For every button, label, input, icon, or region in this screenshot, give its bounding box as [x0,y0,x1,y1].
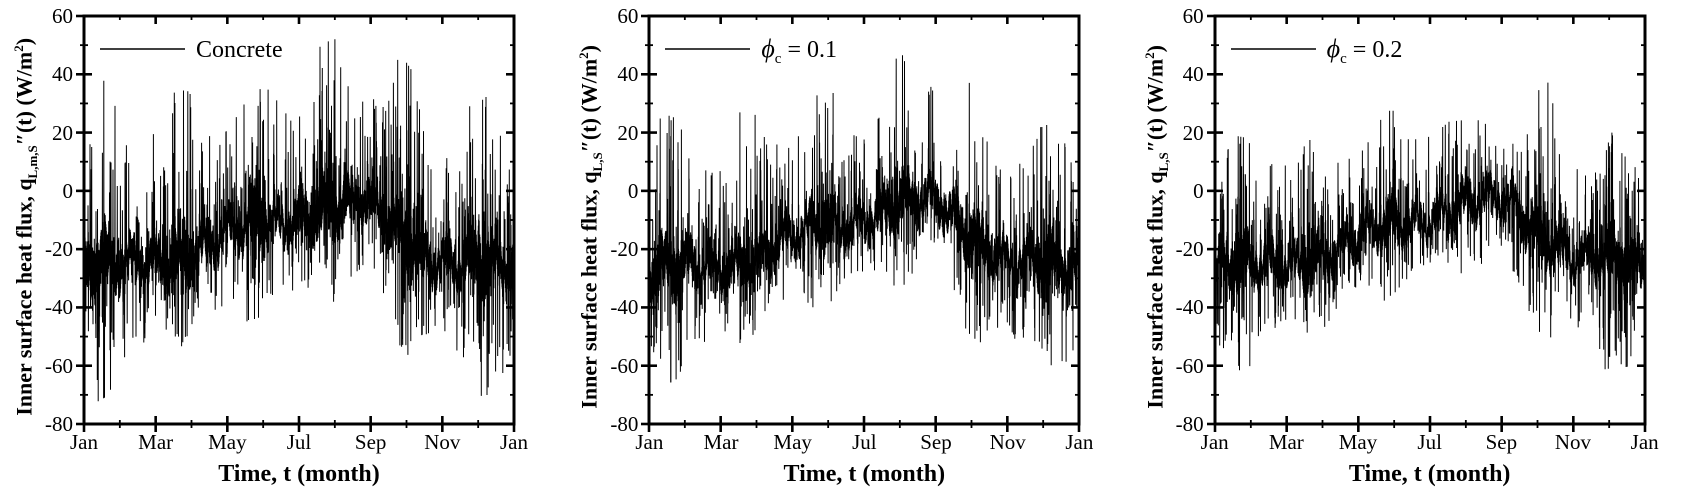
x-axis-title: Time, t (month) [1348,461,1511,487]
legend-symbol: ϕ [761,34,775,63]
y-tick-label: 0 [62,178,74,203]
x-axis-title: Time, t (month) [218,461,380,487]
x-tick-label: Jan [1065,430,1094,454]
x-tick-label: Jul [852,430,877,454]
y-tick-label: -60 [1175,353,1204,378]
x-tick-label: Nov [989,430,1026,454]
chart-panel-phi-0-2: Inner surface heat flux, qL,S″(t) (W/m2)… [1131,0,1696,501]
y-axis-title-superscript: 2 [576,52,592,59]
x-tick-label: Nov [1554,430,1592,454]
y-tick-label: 40 [617,62,639,87]
y-axis-title-superscript: 2 [11,45,27,52]
y-tick-label: 60 [52,4,73,28]
legend: ϕc = 0.1 [761,34,838,67]
x-tick-label: May [1338,430,1378,454]
y-axis-title-subscript: L,S [590,152,606,172]
legend-symbol-sub: c [1340,50,1347,67]
x-tick-label: Sep [920,430,952,454]
x-tick-label: Jan [500,430,528,454]
x-tick-label: Mar [138,430,174,454]
x-tick-label: Sep [354,430,387,454]
y-tick-label: 20 [1182,120,1204,145]
chart-canvas [76,14,516,432]
legend-label: = 0.1 [781,37,838,63]
y-axis-title-suffix: ) [11,37,37,46]
x-tick-label: Jul [286,430,312,454]
y-axis-title-subscript: L,m,S [24,145,40,179]
y-tick-label: 60 [617,4,639,28]
x-tick-label: May [208,430,247,454]
x-tick-label: Jan [1630,430,1659,454]
plot-frame [1213,14,1647,426]
legend: ϕc = 0.2 [1326,34,1403,67]
y-tick-label: -40 [610,295,639,320]
y-tick-label: -20 [610,237,639,262]
legend-label: = 0.2 [1346,37,1403,63]
y-tick-label: -20 [45,237,73,262]
x-tick-label: Nov [424,430,461,454]
chart-panel-concrete: Inner surface heat flux, qL,m,S″(t) (W/m… [0,0,565,501]
legend-label: Concrete [196,37,283,63]
y-tick-label: -80 [610,412,639,436]
series-line-phi-c-0-1 [648,55,1080,383]
y-tick-label: 60 [1182,4,1204,28]
y-tick-label: 40 [52,62,73,87]
chart-canvas [641,14,1081,432]
y-tick-label: 20 [52,120,73,145]
x-axis-title: Time, t (month) [783,461,946,487]
y-axis-title-subscript: L,S [1155,152,1171,172]
series-line-phi-c-0-2 [1214,82,1646,371]
y-tick-label: 20 [617,120,639,145]
x-tick-label: Sep [1485,430,1518,454]
plot-frame [647,14,1081,426]
x-tick-label: Jan [70,430,98,454]
y-tick-label: -20 [1175,237,1204,262]
y-tick-label: 0 [1193,178,1204,203]
series-line-concrete [83,39,515,402]
chart-canvas [1206,14,1647,432]
x-tick-label: Jan [635,430,664,454]
x-tick-label: Jul [1417,430,1442,454]
x-tick-label: Mar [703,430,739,454]
legend-symbol-sub: c [774,50,782,67]
y-axis-title-superscript: 2 [1141,52,1157,59]
y-tick-label: 40 [1182,62,1204,87]
legend-symbol: ϕ [1326,34,1341,63]
x-tick-label: Jan [1200,430,1229,454]
y-tick-label: -80 [45,412,73,436]
y-tick-label: -40 [45,295,73,320]
y-tick-label: 0 [627,178,639,203]
plot-frame [82,14,516,426]
y-tick-label: -60 [610,353,639,378]
y-tick-label: -80 [1175,412,1204,436]
y-tick-label: -40 [1175,295,1204,320]
chart-panel-phi-0-1: Inner surface heat flux, qL,S″(t) (W/m2)… [565,0,1130,501]
y-axis-title-suffix: ) [1142,45,1168,53]
y-axis-title-suffix: ) [576,45,602,53]
x-tick-label: May [773,430,812,454]
x-tick-label: Mar [1268,430,1304,454]
legend: Concrete [196,34,283,64]
y-tick-label: -60 [45,353,73,378]
